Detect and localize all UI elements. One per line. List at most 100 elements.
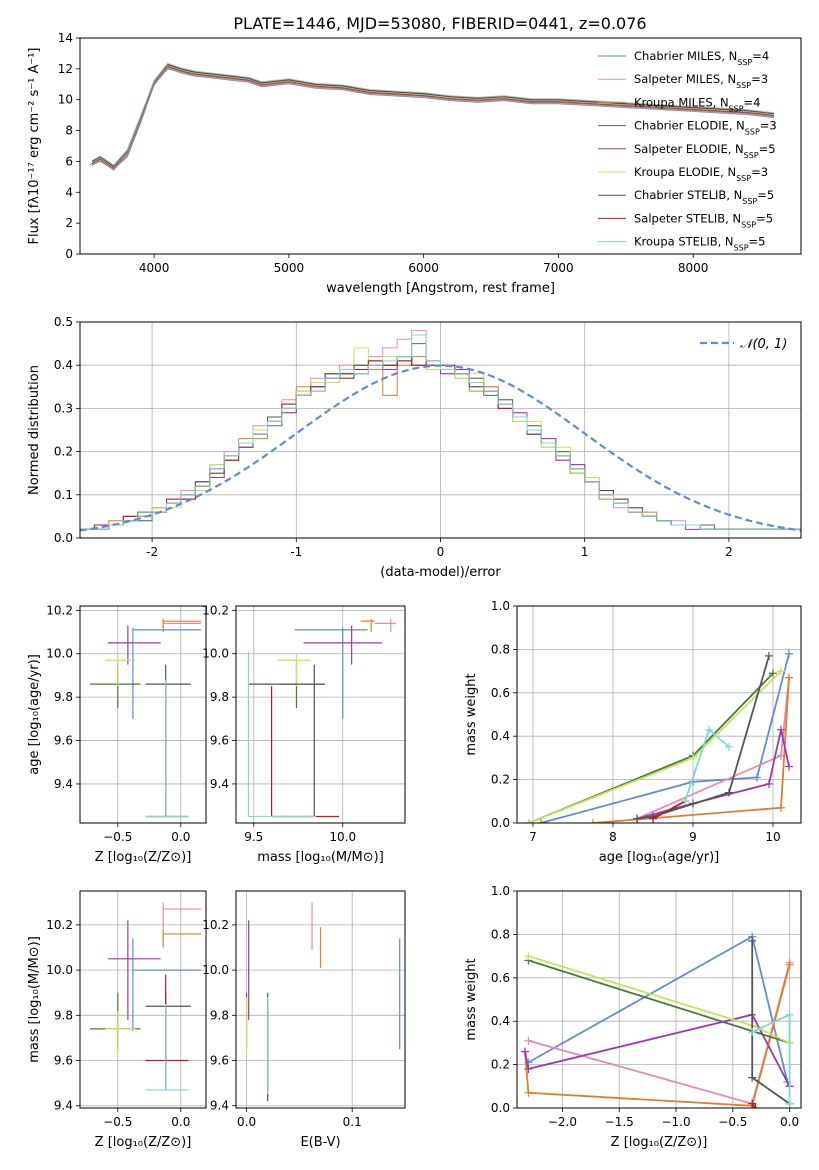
x-tick-label: 0.0 <box>171 1115 190 1129</box>
y-tick-label: 10.2 <box>46 918 73 932</box>
x-tick-label: −1.0 <box>661 1115 690 1129</box>
weight-point-kroupa_stelib <box>705 725 713 734</box>
y-tick-label: 2 <box>65 216 73 230</box>
residuals-legend: 𝒩(0, 1) <box>700 337 787 352</box>
x-tick-label: −0.5 <box>103 830 132 844</box>
x-tick-label: 0 <box>437 545 445 559</box>
legend-label-salpeter_stelib: Salpeter STELIB, NSSP=5 <box>634 211 773 229</box>
axes-frame <box>235 890 406 1109</box>
weight-point-chabrier_miles <box>753 773 761 782</box>
weight-point-kroupa_miles <box>524 1088 533 1097</box>
weight-point-salpeter_elodie <box>765 779 773 788</box>
weight-point-salpeter_miles <box>524 1036 533 1045</box>
weight-point-kroupa_stelib <box>785 1099 794 1108</box>
x-tick-label: 9 <box>689 830 697 844</box>
x-axis-label: mass [log₁₀(M/M⊙)] <box>257 850 384 865</box>
weight-point-chabrier_stelib <box>748 936 757 945</box>
weight-point-kroupa_miles <box>777 803 785 812</box>
weight-point-salpeter_elodie <box>777 725 785 734</box>
y-tick-label: 9.4 <box>54 777 73 791</box>
weight-point-chabrier_stelib <box>748 1073 757 1082</box>
weight-line-kroupa_miles <box>524 964 791 1107</box>
axes-frame <box>79 605 207 824</box>
weight-point-chabrier_stelib <box>633 814 641 823</box>
y-tick-label: 10.0 <box>46 647 73 661</box>
x-axis-label: wavelength [Angstrom, rest frame] <box>326 281 555 296</box>
histogram-kroupa_stelib <box>80 334 801 530</box>
legend-label-salpeter_elodie: Salpeter ELODIE, NSSP=5 <box>634 142 776 160</box>
legend-label-kroupa_miles: Kroupa MILES, NSSP=4 <box>634 95 760 113</box>
x-tick-label: 7 <box>529 830 537 844</box>
weight-point-kroupa_elodie <box>525 819 533 823</box>
x-tick-label: 2 <box>725 545 733 559</box>
x-tick-label: 8 <box>609 830 617 844</box>
y-tick-label: 0 <box>65 247 73 261</box>
y-tick-label: 0.4 <box>54 358 73 372</box>
weight-line-chabrier_elodie <box>528 959 790 1044</box>
y-tick-label: 10 <box>58 93 73 107</box>
weight-line-salpeter_elodie <box>524 1013 791 1087</box>
weight-point-salpeter_stelib <box>649 814 657 823</box>
y-tick-label: 10.2 <box>202 918 229 932</box>
plot-area-age-vs-Z <box>90 619 201 818</box>
x-tick-label: 8000 <box>678 261 709 275</box>
x-tick-label: −1.5 <box>605 1115 634 1129</box>
weight-point-chabrier_stelib <box>725 788 733 797</box>
legend-label-normal: 𝒩(0, 1) <box>740 337 787 352</box>
y-tick-label: 0.0 <box>54 531 73 545</box>
weight-point-kroupa_stelib <box>681 797 689 806</box>
plot-area-mass-vs-Z <box>90 902 201 1091</box>
x-tick-label: -1 <box>290 545 302 559</box>
y-tick-label: 9.6 <box>210 1054 229 1068</box>
x-tick-label: −0.5 <box>718 1115 747 1129</box>
panel-mass-vs-Z: −0.5 0.0 9.4 9.6 9.8 10.0 10.2 Z [log₁₀(Z/Z⊙)] m… <box>27 890 207 1150</box>
plot-area-age-vs-mass <box>247 619 397 818</box>
weight-point-chabrier_elodie <box>769 669 777 678</box>
y-tick-label: 9.4 <box>210 777 229 791</box>
y-tick-label: 0.0 <box>491 816 510 830</box>
weight-point-kroupa_elodie <box>777 667 785 676</box>
y-tick-label: 0.0 <box>491 1101 510 1115</box>
y-tick-label: 10.0 <box>202 647 229 661</box>
weight-point-kroupa_elodie <box>524 952 533 961</box>
y-tick-label: 9.8 <box>210 1008 229 1022</box>
y-tick-label: 9.8 <box>54 1008 73 1022</box>
panel-residuals: 𝒩(0, 1) -2 -1 0 1 2 0.0 0.1 0.2 0.3 0.4 0.5 (data-mo… <box>27 315 802 580</box>
plot-area-weight-vs-age <box>525 649 793 823</box>
panel-mass-vs-EBV: 0.0 0.1 9.4 9.6 9.8 10.0 10.2 E(B-V) <box>202 890 406 1150</box>
y-tick-label: 12 <box>58 62 73 76</box>
weight-point-kroupa_miles <box>785 960 794 969</box>
x-tick-label: −0.5 <box>103 1115 132 1129</box>
axes-frame <box>516 890 802 1109</box>
y-tick-label: 0.4 <box>491 729 510 743</box>
histogram-chabrier_stelib <box>80 356 801 530</box>
weight-point-kroupa_miles <box>785 673 793 682</box>
y-tick-label: 0.5 <box>54 315 73 329</box>
weight-point-chabrier_miles <box>785 649 793 658</box>
weight-point-salpeter_stelib <box>751 1104 760 1108</box>
axes-frame <box>516 605 802 824</box>
weight-point-kroupa_stelib <box>748 1028 757 1037</box>
x-tick-label: −2.0 <box>548 1115 577 1129</box>
x-tick-label: 9.5 <box>244 830 263 844</box>
panel-age-vs-mass: 9.5 10.0 9.4 9.6 9.8 10.0 10.2 mass [log₁₀(M/M⊙… <box>202 603 406 865</box>
axes-frame <box>79 890 207 1109</box>
x-tick-label: 0.1 <box>343 1115 362 1129</box>
y-tick-label: 10.0 <box>46 963 73 977</box>
legend-label-kroupa_stelib: Kroupa STELIB, NSSP=5 <box>634 235 765 253</box>
x-tick-label: 6000 <box>408 261 439 275</box>
y-tick-label: 9.6 <box>54 1054 73 1068</box>
x-tick-label: 10 <box>765 830 780 844</box>
x-axis-label: (data-model)/error <box>380 565 501 580</box>
x-tick-label: 1 <box>581 545 589 559</box>
weight-line-chabrier_stelib <box>636 655 770 820</box>
plot-area-weight-vs-Z <box>520 932 794 1108</box>
plot-area-residuals <box>80 330 801 532</box>
x-axis-label: Z [log₁₀(Z/Z⊙)] <box>95 850 192 865</box>
x-axis-label: Z [log₁₀(Z/Z⊙)] <box>611 1135 708 1150</box>
y-tick-label: 10.2 <box>46 603 73 617</box>
weight-point-chabrier_miles <box>537 819 545 823</box>
y-tick-label: 9.8 <box>54 690 73 704</box>
x-tick-label: -2 <box>146 545 158 559</box>
